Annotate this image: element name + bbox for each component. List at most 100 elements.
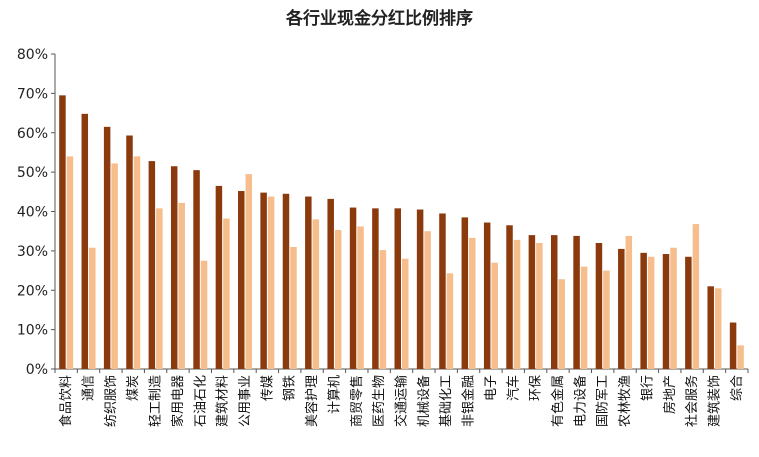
bar-series2-30 xyxy=(737,345,744,369)
x-tick-label: 房地产 xyxy=(662,375,678,414)
x-tick-label: 汽车 xyxy=(505,375,521,401)
bar-series1-24 xyxy=(595,243,603,369)
bar-series1-2 xyxy=(103,126,111,369)
bar-series2-19 xyxy=(491,262,498,369)
bar-series2-7 xyxy=(223,218,230,369)
axes xyxy=(51,53,749,373)
x-tick-label: 交通运输 xyxy=(394,375,410,427)
chart-title: 各行业现金分红比例排序 xyxy=(286,9,473,29)
bar-series2-5 xyxy=(178,202,185,369)
bar-series1-23 xyxy=(573,235,580,369)
bar-series2-12 xyxy=(334,230,342,369)
bar-series1-22 xyxy=(550,235,558,369)
bar-series2-14 xyxy=(379,250,387,369)
bar-series2-16 xyxy=(424,231,431,369)
x-tick-label: 电力设备 xyxy=(572,375,588,427)
bar-series2-21 xyxy=(536,243,543,369)
bar-series2-3 xyxy=(133,156,141,369)
bar-series1-28 xyxy=(685,256,692,369)
y-tick-label: 70% xyxy=(17,86,48,102)
bar-series2-22 xyxy=(558,279,565,369)
x-tick-label: 通信 xyxy=(82,375,97,401)
x-tick-label: 环保 xyxy=(529,375,544,401)
bar-series1-16 xyxy=(416,209,424,369)
bar-series2-13 xyxy=(357,226,364,369)
x-tick-label: 传媒 xyxy=(260,375,275,401)
bar-series1-0 xyxy=(59,95,66,369)
bar-series2-17 xyxy=(446,273,454,369)
x-tick-label: 计算机 xyxy=(327,375,342,414)
x-tick-label: 煤炭 xyxy=(126,375,141,401)
y-tick-label: 20% xyxy=(17,283,48,299)
bar-series1-11 xyxy=(305,196,312,369)
y-tick-label: 0% xyxy=(26,362,48,378)
bar-series2-11 xyxy=(312,219,320,369)
bar-series1-1 xyxy=(81,113,89,369)
bar-series2-25 xyxy=(625,235,633,369)
x-tick-label: 农林牧渔 xyxy=(618,375,633,427)
bar-series1-25 xyxy=(618,248,625,369)
bar-series1-13 xyxy=(349,207,357,369)
bar-series2-27 xyxy=(670,247,677,369)
x-tick-label: 美容护理 xyxy=(304,375,320,427)
bar-series1-21 xyxy=(528,235,536,369)
x-tick-label: 建筑装饰 xyxy=(706,375,722,427)
bar-series1-9 xyxy=(260,192,267,369)
bar-series1-10 xyxy=(282,193,290,369)
x-tick-label: 机械设备 xyxy=(416,375,432,427)
x-tick-label: 综合 xyxy=(730,375,745,401)
bar-series1-8 xyxy=(238,191,245,369)
bars xyxy=(59,95,744,369)
bar-series2-2 xyxy=(111,163,118,369)
bar-series1-18 xyxy=(461,217,469,369)
x-tick-label: 国防军工 xyxy=(595,375,611,427)
bar-series2-1 xyxy=(89,247,96,369)
bar-series1-27 xyxy=(662,254,670,369)
bar-series2-26 xyxy=(647,256,655,369)
bar-series2-24 xyxy=(603,270,610,369)
bar-series1-30 xyxy=(729,322,737,369)
y-tick-label: 80% xyxy=(17,47,48,63)
bar-series1-15 xyxy=(394,208,401,369)
bar-series2-9 xyxy=(267,196,275,369)
x-tick-label: 医药生物 xyxy=(372,375,387,427)
x-tick-label: 食品饮料 xyxy=(58,375,74,427)
bar-series2-20 xyxy=(513,239,521,369)
bar-series1-20 xyxy=(506,225,513,369)
x-tick-label: 纺织服饰 xyxy=(104,375,119,427)
x-tick-label: 非银金融 xyxy=(461,375,477,427)
y-tick-label: 40% xyxy=(17,205,48,221)
bar-series1-3 xyxy=(126,135,133,369)
bar-series1-5 xyxy=(170,166,178,369)
y-tick-label: 30% xyxy=(17,244,48,260)
bar-series2-0 xyxy=(66,156,74,369)
bar-series1-12 xyxy=(327,198,334,369)
bar-series1-4 xyxy=(148,161,156,369)
bar-series1-26 xyxy=(640,252,647,369)
bar-series2-28 xyxy=(692,224,700,369)
x-tick-label: 公用事业 xyxy=(238,375,253,427)
tick-labels: 0% 10% 20% 30% 40% 50% 60% 70% 80% 食品饮料 通信 纺织服饰 煤炭 轻工… xyxy=(17,47,745,427)
x-tick-label: 有色金属 xyxy=(550,375,566,427)
bar-series1-14 xyxy=(372,208,379,369)
bar-series1-29 xyxy=(707,286,714,369)
bar-series2-29 xyxy=(714,288,722,369)
x-tick-label: 商贸零售 xyxy=(349,375,365,427)
x-tick-label: 石油石化 xyxy=(193,375,208,427)
bar-series2-23 xyxy=(580,266,588,369)
y-tick-label: 60% xyxy=(17,126,48,142)
x-tick-label: 钢铁 xyxy=(283,375,298,401)
bar-series1-7 xyxy=(215,185,223,369)
x-tick-label: 银行 xyxy=(640,375,655,401)
y-tick-label: 10% xyxy=(17,323,48,339)
x-tick-label: 电子 xyxy=(484,375,499,401)
x-tick-label: 轻工制造 xyxy=(149,375,164,427)
x-tick-label: 基础化工 xyxy=(439,375,454,427)
bar-series2-18 xyxy=(469,237,476,369)
bar-series2-4 xyxy=(156,208,163,369)
bar-series2-15 xyxy=(402,258,409,369)
x-tick-label: 建筑材料 xyxy=(215,375,231,427)
bar-series1-17 xyxy=(439,213,446,369)
bar-series2-6 xyxy=(200,260,208,369)
